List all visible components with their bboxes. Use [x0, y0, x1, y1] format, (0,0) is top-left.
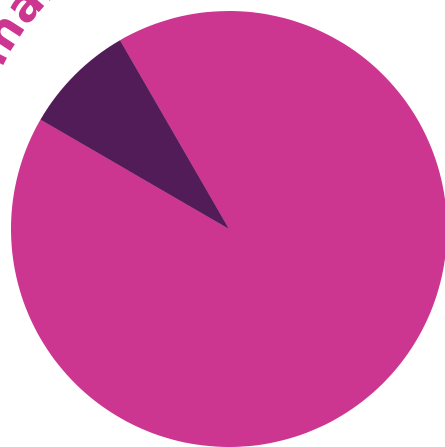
pie-slice-1: [11, 11, 445, 447]
pie-slice-2: [40, 40, 229, 230]
pie-slices: [11, 11, 445, 447]
